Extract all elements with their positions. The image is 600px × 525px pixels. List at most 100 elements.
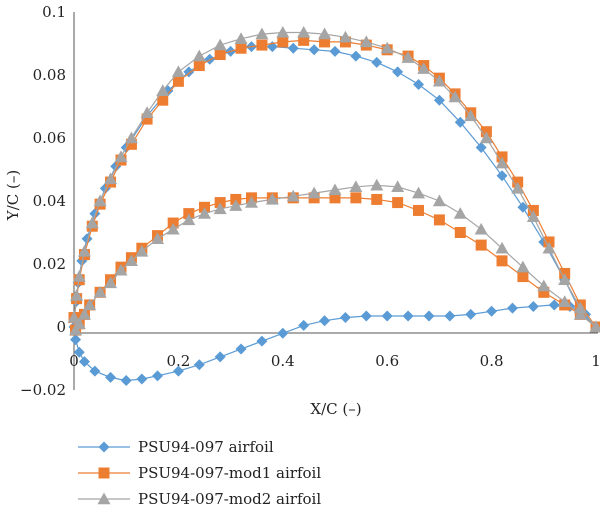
data-point: [141, 113, 153, 125]
data-point: [307, 186, 321, 199]
data-point: [157, 94, 169, 106]
x-tick-label: 0.8: [480, 352, 504, 370]
legend-item: PSU94-097 airfoil: [78, 438, 274, 456]
y-axis-title: Y/C (–): [4, 170, 22, 221]
data-point: [67, 311, 81, 323]
y-tick-label: 0.04: [33, 192, 66, 210]
data-point: [93, 285, 107, 298]
data-point: [516, 260, 530, 273]
legend-item: PSU94-097-mod1 airfoil: [78, 464, 321, 482]
x-tick-label: 1: [591, 352, 600, 370]
data-point: [125, 138, 137, 150]
data-point: [402, 310, 414, 322]
y-tick-label: 0.02: [33, 255, 66, 273]
data-point: [319, 315, 331, 327]
data-point: [517, 271, 529, 283]
data-point: [152, 370, 164, 382]
data-point: [198, 207, 211, 219]
y-tick-label: −0.02: [20, 381, 66, 399]
data-point: [392, 197, 404, 209]
data-point: [104, 172, 118, 185]
data-point: [526, 210, 540, 222]
data-point: [182, 213, 196, 226]
legend: PSU94-097 airfoil PSU94-097-mod1 airfoil P…: [78, 438, 321, 508]
data-point: [276, 25, 290, 38]
data-point: [124, 131, 138, 144]
data-point: [93, 194, 107, 207]
legend-label: PSU94-097-mod2 airfoil: [138, 490, 321, 508]
data-point: [213, 202, 227, 215]
data-point: [496, 255, 508, 267]
data-point: [298, 34, 310, 46]
data-point: [537, 279, 551, 292]
data-point: [172, 365, 184, 377]
data-point: [433, 214, 445, 226]
data-point: [277, 327, 289, 339]
data-point: [193, 60, 205, 72]
data-point: [506, 302, 518, 314]
data-point: [465, 308, 477, 320]
y-tick-label: 0: [56, 318, 66, 336]
data-point: [412, 186, 426, 199]
legend-label: PSU94-097 airfoil: [138, 438, 274, 456]
data-point: [432, 194, 446, 207]
data-point: [495, 241, 509, 254]
data-point: [140, 106, 154, 118]
data-point: [214, 49, 226, 61]
data-point: [349, 180, 363, 193]
data-point: [423, 310, 435, 322]
legend-marker: [98, 467, 110, 479]
data-point: [495, 156, 509, 169]
data-point: [392, 66, 404, 78]
data-point: [213, 38, 227, 51]
data-point: [286, 189, 300, 202]
data-point: [401, 51, 415, 63]
data-point: [350, 192, 362, 204]
data-point: [319, 36, 331, 48]
data-point: [328, 183, 342, 196]
data-point: [85, 216, 99, 229]
data-point: [104, 276, 118, 289]
data-point: [308, 44, 320, 56]
data-point: [391, 180, 405, 193]
data-point: [350, 50, 362, 62]
x-tick-label: 0.2: [166, 352, 190, 370]
data-point: [360, 310, 372, 322]
data-point: [329, 45, 341, 57]
data-point: [417, 62, 431, 74]
data-point: [370, 178, 384, 191]
data-point: [183, 66, 195, 78]
data-point: [77, 244, 91, 257]
data-point: [69, 323, 83, 336]
data-point: [234, 32, 248, 44]
x-axis-title: X/C (–): [310, 400, 361, 418]
data-point: [72, 270, 86, 282]
data-point: [156, 84, 170, 96]
data-point: [464, 109, 478, 122]
data-point: [277, 36, 289, 48]
data-point: [475, 141, 487, 153]
data-point: [444, 310, 456, 322]
data-point: [244, 196, 258, 208]
data-point: [298, 319, 310, 331]
data-point: [89, 365, 101, 377]
data-point: [371, 193, 383, 205]
y-tick-label: 0.06: [33, 129, 66, 147]
data-point: [124, 254, 138, 267]
data-point: [486, 305, 498, 317]
legend-marker: [98, 441, 110, 453]
series-1: [68, 41, 600, 387]
data-point: [114, 263, 128, 276]
data-point: [256, 335, 268, 347]
data-point: [454, 116, 466, 128]
data-point: [70, 289, 84, 301]
data-point: [204, 53, 216, 65]
data-point: [413, 204, 425, 216]
y-tick-label: 0.08: [33, 66, 66, 84]
data-point: [479, 131, 493, 144]
legend-item: PSU94-097-mod2 airfoil: [78, 490, 321, 508]
data-point: [558, 295, 572, 307]
data-point: [542, 241, 556, 254]
data-point: [496, 170, 508, 182]
